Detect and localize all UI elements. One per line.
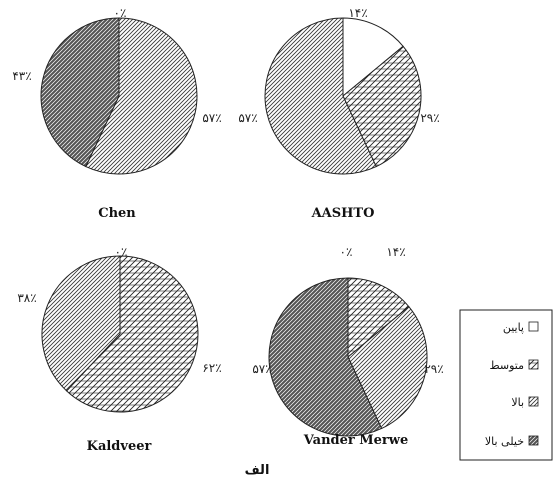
legend-item-high: بالا — [511, 396, 539, 409]
pie-aashto-label-high: ۵۷٪ — [238, 111, 257, 125]
pie-aashto-slice-low — [342, 17, 404, 98]
pie-kaldveer-slice-high — [41, 255, 121, 392]
legend-swatch-very-high — [528, 435, 539, 446]
legend-item-very-high: خیلی بالا — [485, 435, 539, 448]
pie-chart-kaldveer: ۰٪ ۶۲٪ ۳۸٪ Kaldveer — [17, 245, 221, 454]
pie-chart-aashto: ۱۴٪ ۲۹٪ ۵۷٪ AASHTO — [238, 6, 439, 221]
pie-chen-title: Chen — [98, 206, 136, 221]
legend-label-very-high: خیلی بالا — [485, 435, 524, 448]
pie-chart-chen: ۰٪ ۵۷٪ ۴۳٪ Chen — [12, 6, 221, 221]
pie-chen-label-low: ۰٪ — [114, 6, 127, 20]
legend-item-low: پایین — [503, 321, 539, 334]
pie-vandermerwe-label-high: ۲۹٪ — [424, 362, 443, 376]
pie-chen-label-high: ۵۷٪ — [202, 111, 221, 125]
pie-aashto-title: AASHTO — [311, 206, 375, 221]
legend-swatch-medium — [528, 359, 539, 370]
legend-label-low: پایین — [503, 321, 524, 334]
pie-kaldveer-slice-medium — [65, 255, 199, 413]
legend: پایین متوسط بالا خیلی بالا — [459, 309, 553, 461]
legend-swatch-high — [528, 396, 539, 407]
pie-vandermerwe-label-very-high: ۵۷٪ — [252, 362, 271, 376]
pie-vandermerwe-label-medium: ۱۴٪ — [386, 245, 405, 259]
pie-aashto-label-medium: ۲۹٪ — [420, 111, 439, 125]
pie-chen-slice-high — [85, 17, 198, 175]
pie-vandermerwe-label-low: ۰٪ — [340, 245, 353, 259]
legend-item-medium: متوسط — [489, 359, 539, 372]
pie-vandermerwe-slice-very-high — [268, 277, 383, 437]
pie-chen-label-very-high: ۴۳٪ — [12, 69, 31, 83]
pie-kaldveer-label-low: ۰٪ — [115, 245, 128, 259]
pie-vandermerwe-title: Vander Merwe — [303, 433, 408, 448]
pie-kaldveer-title: Kaldveer — [87, 439, 152, 454]
legend-label-medium: متوسط — [489, 359, 524, 372]
pie-aashto-label-low: ۱۴٪ — [348, 6, 367, 20]
legend-label-high: بالا — [511, 396, 524, 409]
pie-kaldveer-label-high: ۳۸٪ — [17, 291, 36, 305]
figure-caption: الف — [245, 463, 270, 478]
pie-aashto-slice-high — [264, 17, 377, 175]
pie-kaldveer-label-medium: ۶۲٪ — [202, 361, 221, 375]
pie-chart-vander-merwe: ۰٪ ۱۴٪ ۲۹٪ ۵۷٪ Vander Merwe — [252, 245, 443, 448]
pie-chen-slice-very-high — [40, 17, 120, 168]
pie-vandermerwe-slice-medium — [347, 277, 410, 359]
legend-box — [459, 309, 553, 461]
legend-swatch-low — [528, 321, 539, 332]
